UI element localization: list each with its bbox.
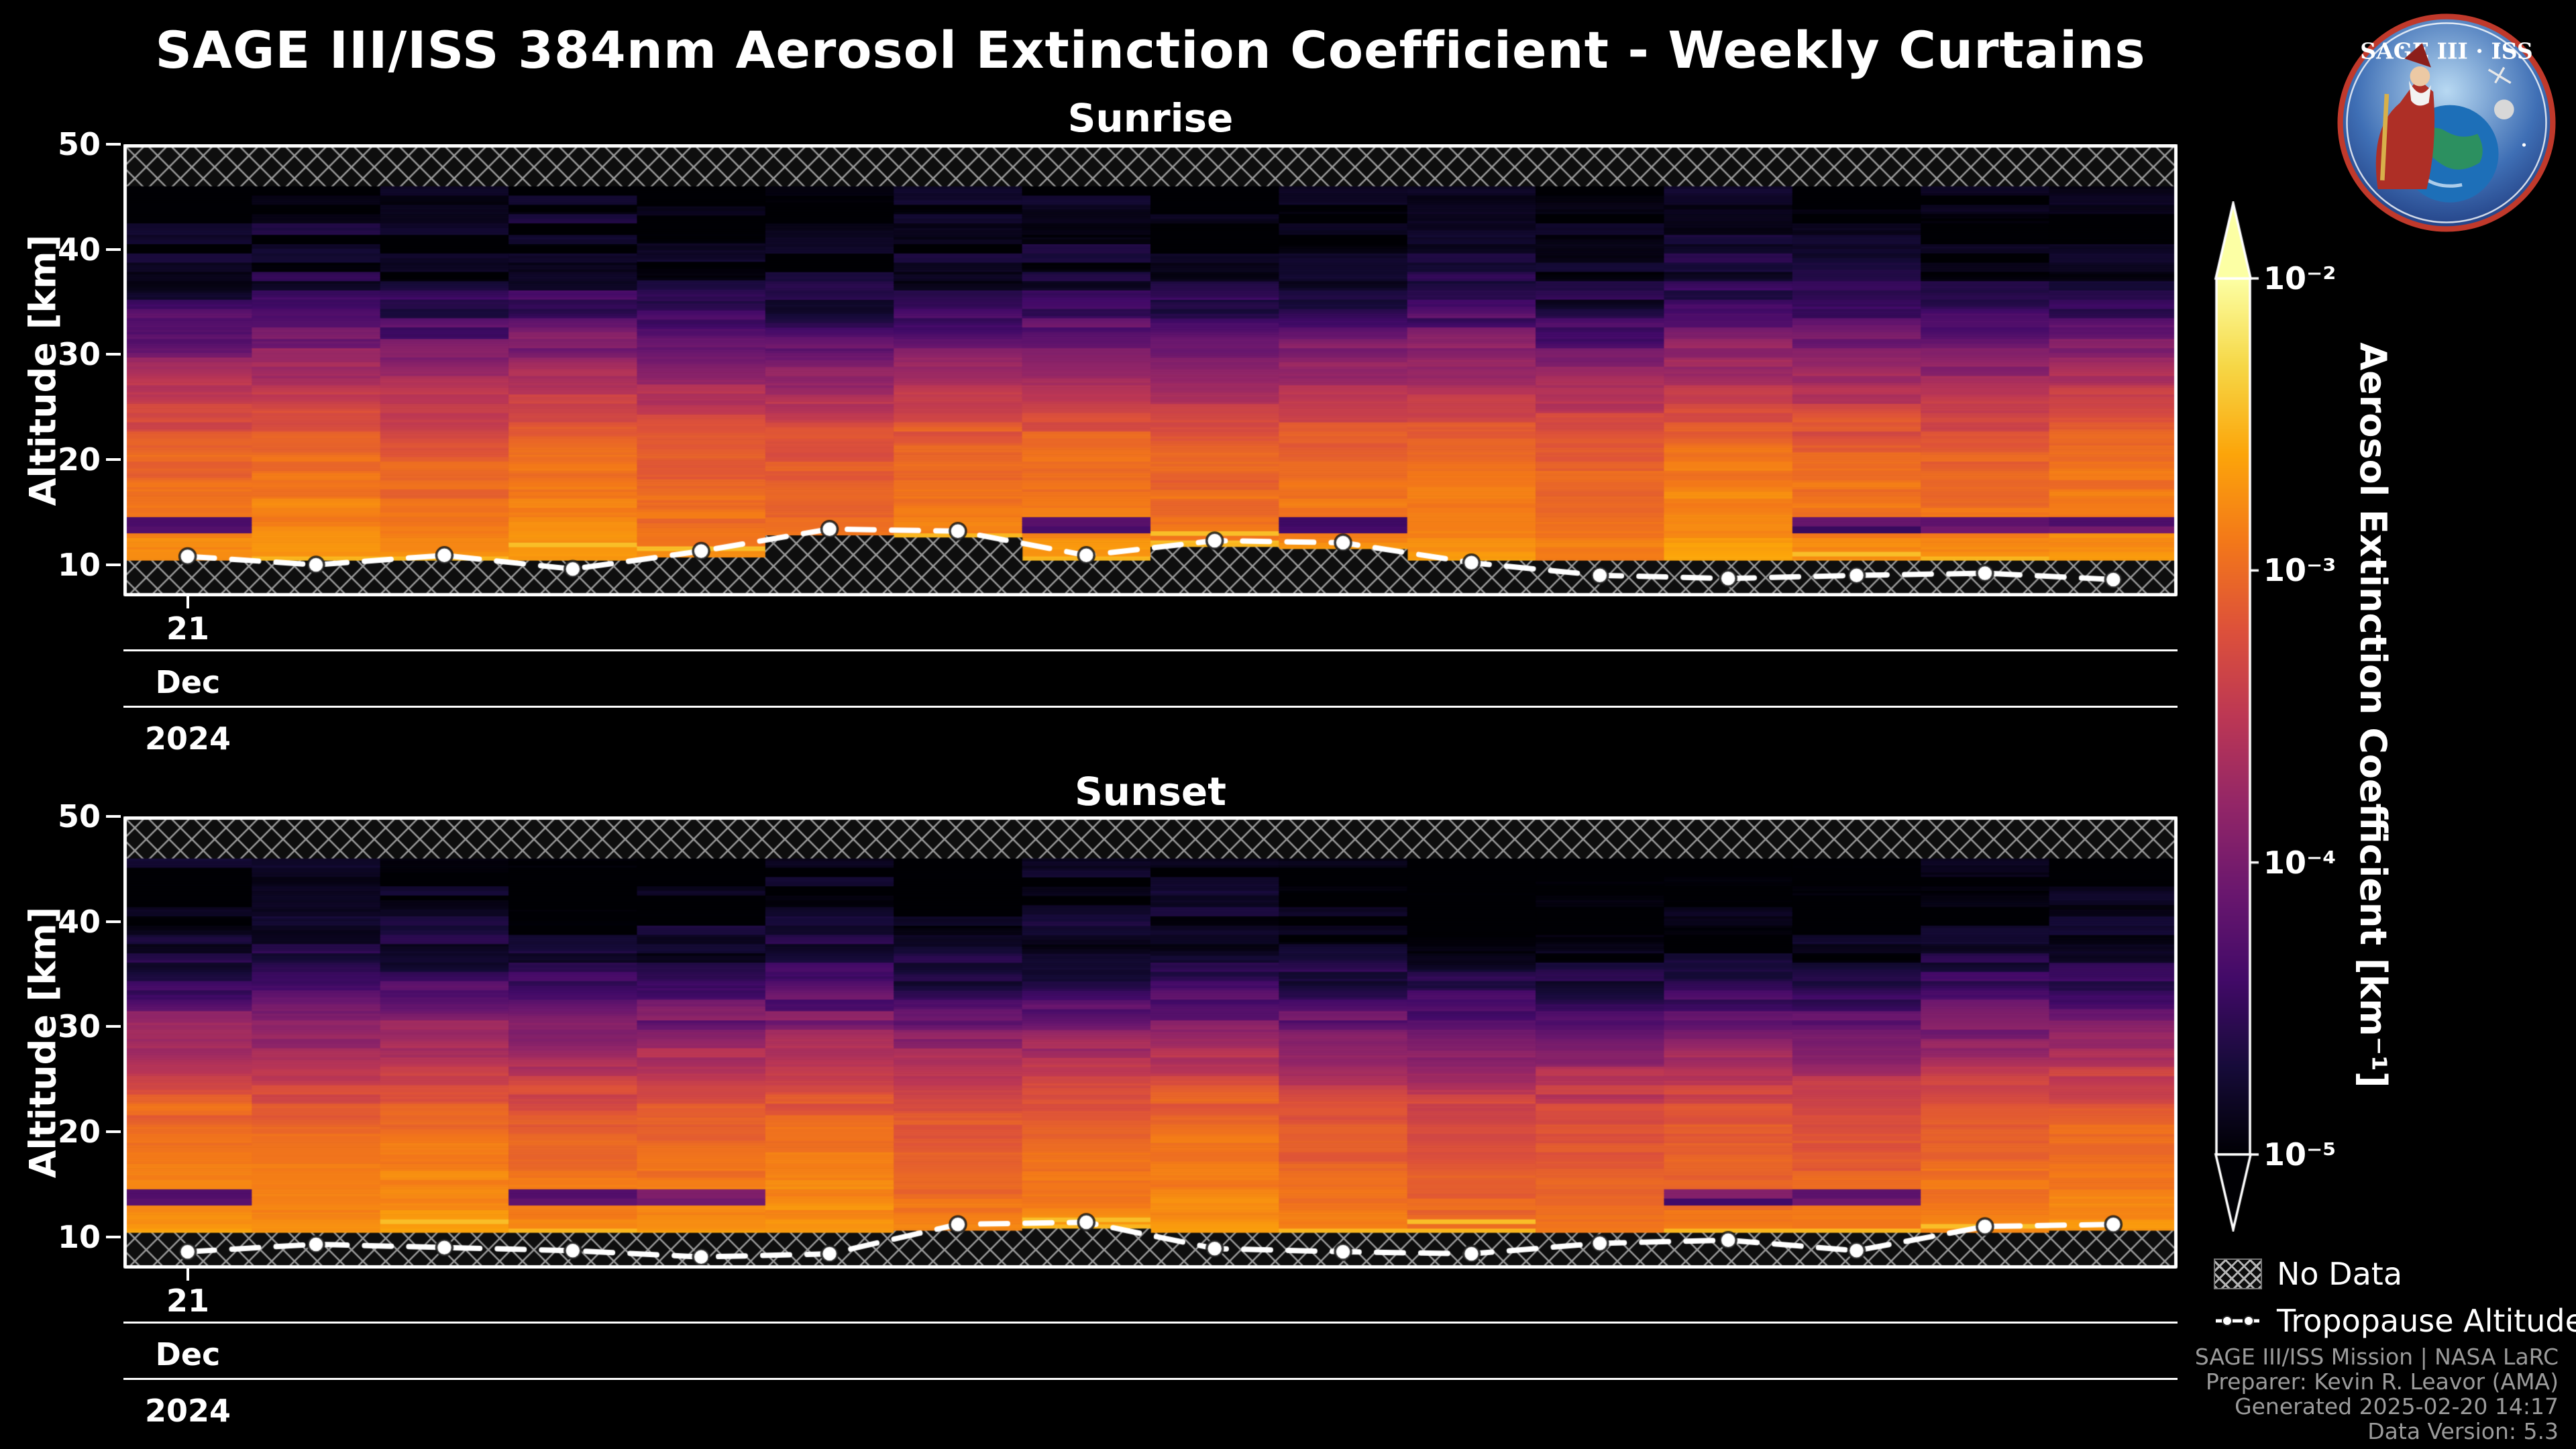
- date-axis-divider: [123, 1322, 2178, 1324]
- logo-inner-ring: [2346, 22, 2547, 223]
- y-tick-mark: [106, 248, 121, 251]
- x-tick-day-label: 21: [166, 1283, 209, 1319]
- sunset-heatmap-canvas: [123, 816, 2178, 1269]
- y-tick-label: 10: [57, 546, 101, 583]
- legend-tropopause-label: Tropopause Altitude: [2277, 1303, 2576, 1339]
- y-tick-label: 40: [57, 903, 101, 940]
- attribution-preparer: Preparer: Kevin R. Leavor (AMA): [2206, 1368, 2559, 1395]
- attribution-generated: Generated 2025-02-20 14:17: [2235, 1393, 2559, 1419]
- star-icon: [2522, 143, 2526, 147]
- legend-item-tropopause: Tropopause Altitude: [2214, 1303, 2576, 1339]
- x-tick-mark: [186, 596, 189, 608]
- y-tick-mark: [106, 815, 121, 818]
- sunrise-heatmap-canvas: [123, 144, 2178, 596]
- y-tick-mark: [106, 1235, 121, 1238]
- colorbar-canvas: [2207, 201, 2261, 1232]
- moon-icon: [2493, 99, 2514, 120]
- no-data-hatch-swatch-icon: [2214, 1258, 2262, 1289]
- x-tick-year-label: 2024: [144, 720, 231, 757]
- x-tick-month-label: Dec: [155, 1336, 221, 1373]
- date-axis-divider: [123, 649, 2178, 651]
- attribution-mission: SAGE III/ISS Mission | NASA LaRC: [2194, 1344, 2559, 1370]
- x-tick-day-label: 21: [166, 610, 209, 647]
- figure-title: SAGE III/ISS 384nm Aerosol Extinction Co…: [155, 20, 2146, 80]
- sage-wizard-icon: [2375, 43, 2435, 189]
- y-tick-label: 10: [57, 1218, 101, 1255]
- attribution-data-version: Data Version: 5.3: [2367, 1418, 2559, 1444]
- y-tick-mark: [106, 1025, 121, 1028]
- colorbar-tick-label: 10⁻³: [2263, 552, 2337, 589]
- y-tick-mark: [106, 563, 121, 566]
- colorbar-label: Aerosol Extinction Coefficient [km⁻¹]: [2352, 342, 2394, 1088]
- x-tick-year-label: 2024: [144, 1393, 231, 1429]
- y-tick-label: 30: [57, 336, 101, 373]
- date-axis-divider: [123, 1378, 2178, 1380]
- colorbar-tick-label: 10⁻⁴: [2263, 844, 2337, 881]
- x-tick-mark: [186, 1269, 189, 1281]
- panel-title-sunset: Sunset: [1075, 769, 1226, 814]
- y-tick-mark: [106, 1130, 121, 1134]
- y-tick-label: 50: [57, 798, 101, 835]
- y-tick-label: 20: [57, 441, 101, 478]
- legend-item-no-data: No Data: [2214, 1256, 2402, 1292]
- colorbar-tick-label: 10⁻²: [2263, 260, 2337, 297]
- y-tick-label: 40: [57, 231, 101, 268]
- panel-title-sunrise: Sunrise: [1067, 95, 1234, 141]
- y-tick-mark: [106, 353, 121, 356]
- y-tick-label: 20: [57, 1114, 101, 1150]
- y-tick-mark: [106, 458, 121, 462]
- colorbar-tick-label: 10⁻⁵: [2263, 1136, 2337, 1173]
- x-tick-month-label: Dec: [155, 664, 221, 700]
- tropopause-line-swatch-icon: [2216, 1316, 2260, 1326]
- legend-no-data-label: No Data: [2277, 1256, 2403, 1292]
- date-axis-divider: [123, 706, 2178, 708]
- star-icon: [2400, 46, 2404, 50]
- iss-icon: [2487, 66, 2512, 85]
- star-icon: [2496, 43, 2500, 48]
- y-tick-mark: [106, 143, 121, 146]
- logo-title: SAGE III · ISS: [2360, 38, 2532, 64]
- mission-logo-icon: SAGE III · ISS: [2337, 13, 2556, 232]
- attribution-block: SAGE III/ISS Mission | NASA LaRC Prepare…: [2195, 1344, 2559, 1444]
- y-tick-label: 50: [57, 126, 101, 162]
- y-tick-label: 30: [57, 1008, 101, 1045]
- y-tick-mark: [106, 920, 121, 923]
